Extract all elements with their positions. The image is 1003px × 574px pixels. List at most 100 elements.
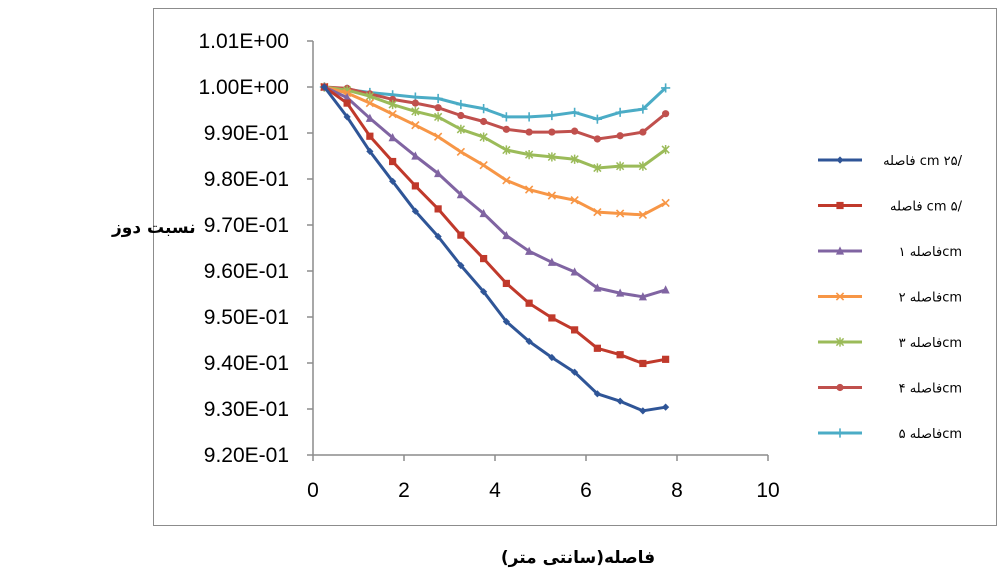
data-point [548,314,556,322]
legend: فاصله cm ۲۵/فاصله cm ۵/فاصله ۱cm فاصله ۲c… [818,154,963,442]
legend-label: فاصله ۴cm [899,382,962,397]
data-point [388,99,397,110]
data-point [389,157,397,166]
legend-label: فاصله cm ۲۵/ [883,154,963,169]
legend-label: فاصله ۲cm [899,291,962,306]
data-point [525,246,534,255]
data-point [570,154,579,164]
data-point [434,205,442,213]
data-point [456,99,466,110]
data-point [593,283,602,292]
y-tick-label: 9.70E-01 [204,214,289,237]
series-line [320,82,670,220]
data-point [343,99,351,107]
series-layer [319,82,671,415]
data-point [661,198,670,208]
data-point [524,185,534,194]
data-point [502,279,510,288]
legend-entry: فاصله cm ۲۵/ [818,154,963,169]
data-point [547,152,557,162]
legend-label: فاصله cm ۵/ [890,200,963,215]
y-tick-label: 9.90E-01 [204,122,289,145]
data-point [343,92,352,102]
data-point [662,110,670,118]
data-point [502,230,511,240]
legend-entry: فاصله ۱cm [818,245,962,260]
data-point [593,163,602,173]
data-point [571,127,579,135]
data-point [343,113,351,121]
data-point [388,133,397,142]
data-point [366,147,374,155]
data-point [480,254,488,263]
data-point [638,161,648,171]
data-point [662,403,670,411]
data-point [570,195,579,205]
data-point [433,112,443,122]
data-point [548,353,556,362]
data-point [434,104,442,112]
legend-label: فاصله ۱cm [899,245,962,260]
series-path [323,85,667,299]
data-point [547,110,557,121]
data-point [571,326,579,334]
legend-entry: فاصله ۲cm [818,291,962,306]
data-point [411,121,420,130]
data-point [661,83,671,93]
data-point [547,257,556,266]
series-path [323,85,666,365]
data-point [502,318,510,326]
data-point [570,267,579,276]
data-point [524,112,534,122]
data-point [457,111,465,120]
y-tick-label: 9.30E-01 [204,398,289,421]
data-point [411,106,420,116]
data-point [836,383,844,392]
data-point [615,209,625,218]
data-point [616,351,624,359]
data-point [639,407,647,415]
data-point [479,208,488,218]
x-tick-label: 10 [756,479,779,502]
data-point [365,113,374,122]
data-point [456,147,466,157]
data-point [502,145,511,155]
series-path [324,85,667,170]
data-point [548,128,556,136]
data-point [836,156,844,164]
x-tick-label: 0 [307,479,319,502]
series-path [324,85,667,121]
data-point [835,246,845,255]
data-point [479,132,488,142]
series-line [320,82,670,173]
y-tick-label: 9.40E-01 [204,352,289,375]
x-tick-label: 2 [398,479,410,502]
data-point [639,128,647,136]
y-tick-labels: 9.20E-01 9.30E-01 9.40E-01 9.50E-01 9.60E-01… [198,30,289,467]
y-tick-label: 1.00E+00 [198,76,289,99]
data-point [835,337,845,347]
data-point [615,107,625,117]
data-point [593,207,602,217]
y-tick-label: 1.01E+00 [198,30,289,53]
y-tick-label: 9.80E-01 [204,168,289,191]
chart-frame [153,8,997,526]
data-point [661,144,670,155]
data-point [593,344,601,352]
data-point [616,132,624,140]
x-tick-label: 8 [671,479,683,502]
data-point [433,132,443,141]
series-path [323,86,666,413]
series-line [320,83,670,415]
data-point [661,285,670,294]
legend-entry: فاصله ۵cm [818,427,962,442]
data-point [480,288,488,296]
data-point [433,93,443,104]
data-point [638,210,648,220]
data-point [365,98,375,108]
x-tick-label: 6 [580,479,592,502]
data-point [365,91,375,101]
data-point [592,114,602,124]
data-point [593,135,601,143]
